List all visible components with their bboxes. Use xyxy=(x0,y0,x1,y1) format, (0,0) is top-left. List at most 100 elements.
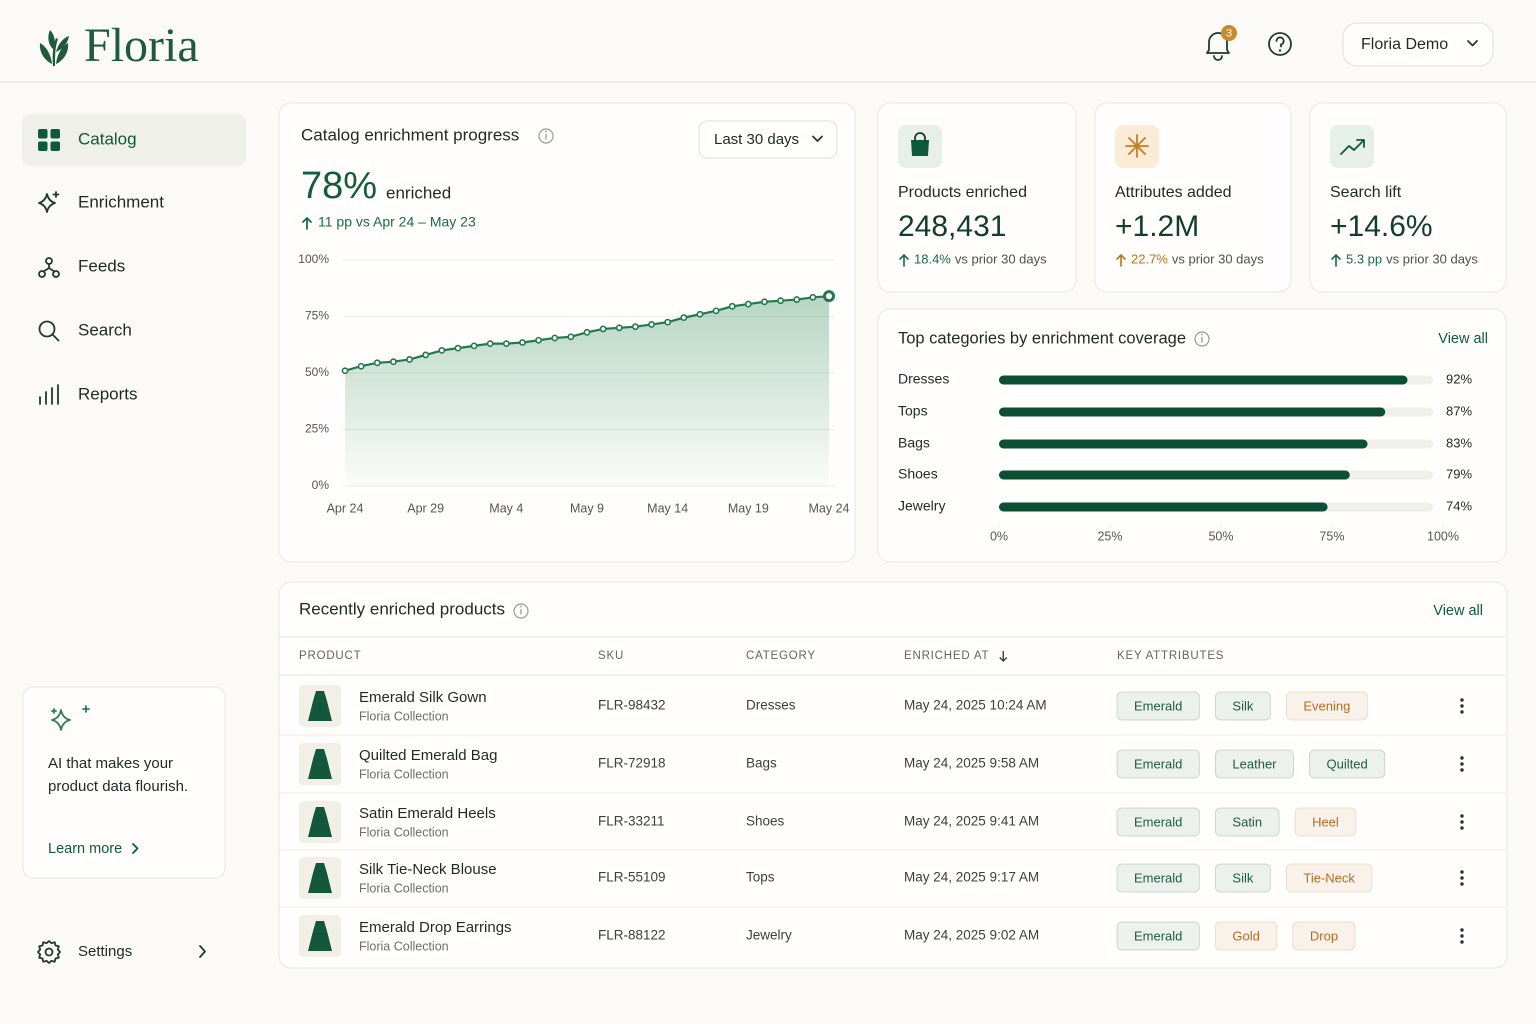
enriched-at: May 24, 2025 9:58 AM xyxy=(904,756,1039,771)
tag-box xyxy=(1214,749,1295,779)
category-label: Bags xyxy=(898,435,930,451)
menu-dot xyxy=(1460,940,1464,944)
product-name: Quilted Emerald Bag xyxy=(359,747,497,764)
tag-label: Emerald xyxy=(1134,928,1182,943)
notifications-button[interactable]: 3 xyxy=(1206,25,1237,61)
menu-dot xyxy=(1460,762,1464,766)
point xyxy=(535,336,542,344)
view-all-link[interactable]: View all xyxy=(1438,331,1488,347)
tag-box xyxy=(1214,863,1271,893)
sku: FLR-55109 xyxy=(598,870,666,885)
column-header: ENRICHED AT xyxy=(904,650,989,662)
help-dot xyxy=(1278,49,1282,52)
sort-arrow[interactable] xyxy=(999,651,1008,662)
menu-dot xyxy=(1460,928,1464,932)
tag-box xyxy=(1214,921,1278,951)
point xyxy=(809,293,817,301)
category-label: Jewelry xyxy=(898,498,945,514)
tag-label: Drop xyxy=(1310,928,1338,943)
product-name: Emerald Drop Earrings xyxy=(359,919,512,936)
view-all-link[interactable]: View all xyxy=(1433,603,1483,619)
kpi-label: Products enriched xyxy=(898,184,1027,201)
tag-label: Silk xyxy=(1232,698,1253,713)
tag-box xyxy=(1116,807,1200,837)
attribute-tag: Leather xyxy=(1214,749,1295,779)
learn-more-link[interactable]: Learn more xyxy=(48,841,139,857)
logo-icon xyxy=(39,30,69,66)
row-menu[interactable] xyxy=(1460,928,1464,944)
tag-box xyxy=(1294,807,1357,837)
nav-item[interactable]: Reports xyxy=(78,384,138,403)
info-icon xyxy=(1194,331,1210,347)
menu-dot xyxy=(1460,820,1464,824)
menu-dot xyxy=(1460,756,1464,760)
row-menu[interactable] xyxy=(1460,870,1464,886)
chevron xyxy=(199,945,206,958)
help-button[interactable] xyxy=(1268,32,1292,56)
x-tick-label: May 24 xyxy=(809,501,850,515)
category: Bags xyxy=(746,756,777,771)
settings-link[interactable]: Settings xyxy=(37,940,206,964)
row-menu[interactable] xyxy=(1460,756,1464,772)
bar xyxy=(999,470,1350,480)
tag-label: Leather xyxy=(1232,756,1277,771)
value-label: 83% xyxy=(1446,435,1472,450)
point xyxy=(438,346,446,354)
tag-box xyxy=(1116,749,1200,779)
category: Dresses xyxy=(746,698,796,713)
y-tick-label: 0% xyxy=(312,478,330,492)
nav-item[interactable]: Catalog xyxy=(78,129,137,148)
point xyxy=(519,339,526,346)
dropdown-box xyxy=(698,120,838,159)
nav-item[interactable]: Enrichment xyxy=(78,192,164,211)
promo-text: AI that makes your product data flourish… xyxy=(48,755,189,795)
point xyxy=(422,351,430,359)
up-arrow xyxy=(302,217,312,230)
x-tick-label: 100% xyxy=(1427,529,1459,543)
product-brand: Floria Collection xyxy=(359,881,449,895)
kpi-value: +1.2M xyxy=(1115,210,1199,243)
point xyxy=(389,358,397,366)
tag-label: Emerald xyxy=(1134,814,1182,829)
x-tick-label: 50% xyxy=(1208,529,1233,543)
tag-box xyxy=(1292,921,1356,951)
bar xyxy=(999,502,1328,512)
category-label: Shoes xyxy=(898,466,938,482)
point xyxy=(680,314,688,322)
value-label: 74% xyxy=(1446,498,1472,513)
product-name: Emerald Silk Gown xyxy=(359,689,487,706)
sku: FLR-72918 xyxy=(598,756,666,771)
table-card xyxy=(278,581,1508,969)
tag-box xyxy=(1214,807,1280,837)
y-tick-label: 75% xyxy=(305,309,329,323)
tag-box xyxy=(1285,691,1368,721)
x-tick-label: Apr 29 xyxy=(407,501,444,515)
x-tick-label: May 9 xyxy=(570,501,604,515)
help-icon xyxy=(1268,32,1292,56)
point xyxy=(486,340,494,348)
nav-item[interactable]: Feeds xyxy=(78,256,125,275)
kpi-value: 248,431 xyxy=(898,210,1006,243)
kpi-icon-box xyxy=(1330,125,1374,168)
point xyxy=(728,302,736,310)
tag-box xyxy=(1116,691,1200,721)
row-menu[interactable] xyxy=(1460,698,1464,714)
attribute-tag: Silk xyxy=(1214,863,1271,893)
product-image xyxy=(308,863,332,893)
column-header: SKU xyxy=(598,650,624,662)
tag-label: Emerald xyxy=(1134,698,1182,713)
range-dropdown[interactable]: Last 30 days xyxy=(698,120,838,159)
x-tick-label: 75% xyxy=(1319,529,1344,543)
user-menu[interactable]: Floria Demo xyxy=(1342,22,1494,67)
headline-value: 78% xyxy=(301,165,377,207)
row-menu[interactable] xyxy=(1460,814,1464,830)
tag-label: Evening xyxy=(1303,698,1350,713)
x-tick-label: 25% xyxy=(1097,529,1122,543)
enriched-at: May 24, 2025 10:24 AM xyxy=(904,698,1047,713)
product-name: Satin Emerald Heels xyxy=(359,805,496,822)
attribute-tag: Emerald xyxy=(1116,863,1200,893)
menu-dot xyxy=(1460,870,1464,874)
nav-item[interactable]: Search xyxy=(78,320,132,339)
kpi-label: Search lift xyxy=(1330,184,1402,201)
point xyxy=(454,344,462,352)
